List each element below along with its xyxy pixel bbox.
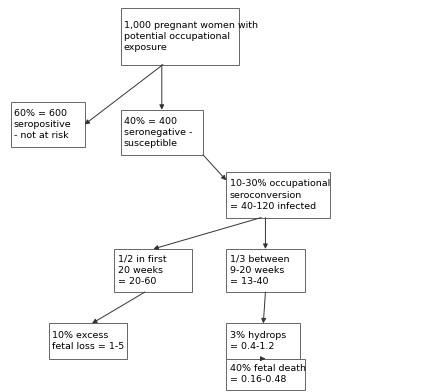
Bar <box>226 359 305 390</box>
Text: 1,000 pregnant women with
potential occupational
exposure: 1,000 pregnant women with potential occu… <box>124 21 258 52</box>
Text: 40% fetal death
= 0.16-0.48: 40% fetal death = 0.16-0.48 <box>230 364 306 385</box>
Bar <box>226 323 300 359</box>
Bar <box>226 249 305 292</box>
Text: 10-30% occupational
seroconversion
= 40-120 infected: 10-30% occupational seroconversion = 40-… <box>230 180 330 211</box>
Bar <box>114 249 192 292</box>
Text: 60% = 600
seropositive
- not at risk: 60% = 600 seropositive - not at risk <box>14 109 71 140</box>
Bar <box>121 110 203 155</box>
Bar <box>226 172 330 218</box>
Text: 40% = 400
seronegative -
susceptible: 40% = 400 seronegative - susceptible <box>124 117 192 148</box>
Text: 1/2 in first
20 weeks
= 20-60: 1/2 in first 20 weeks = 20-60 <box>118 255 166 286</box>
Bar <box>121 8 239 65</box>
Bar <box>11 102 85 147</box>
Text: 1/3 between
9-20 weeks
= 13-40: 1/3 between 9-20 weeks = 13-40 <box>230 255 289 286</box>
Text: 3% hydrops
= 0.4-1.2: 3% hydrops = 0.4-1.2 <box>230 331 286 351</box>
Bar <box>49 323 127 359</box>
Text: 10% excess
fetal loss = 1-5: 10% excess fetal loss = 1-5 <box>52 331 124 351</box>
